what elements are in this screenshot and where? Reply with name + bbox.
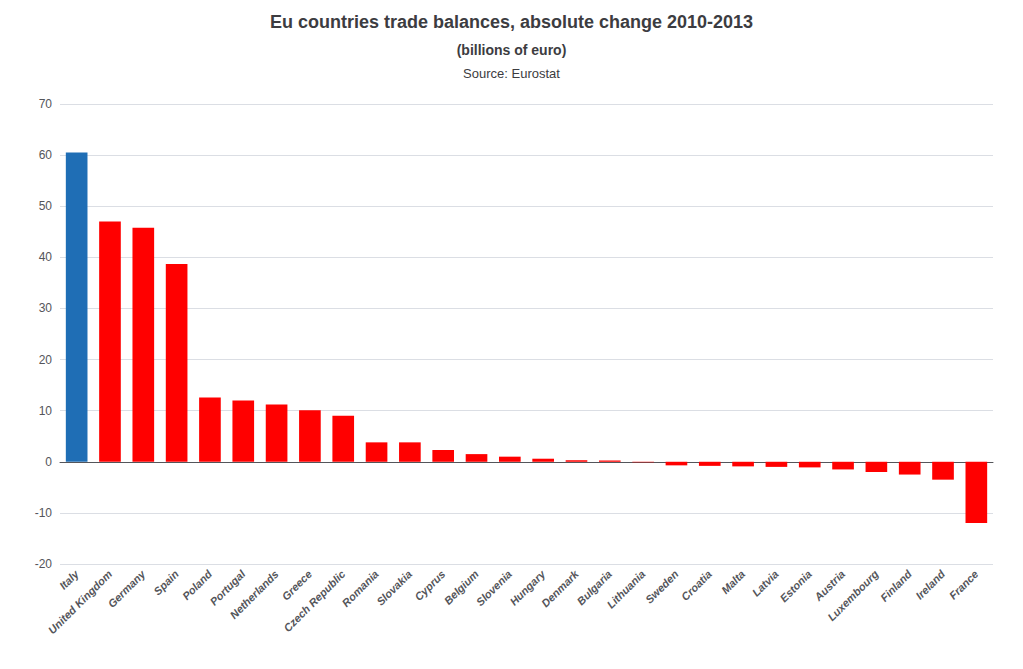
svg-text:0: 0 [45, 455, 52, 469]
svg-text:70: 70 [39, 97, 53, 111]
svg-text:United Kingdom: United Kingdom [46, 568, 115, 637]
svg-text:Romania: Romania [340, 568, 381, 609]
svg-text:Eu countries trade balances, a: Eu countries trade balances, absolute ch… [270, 12, 753, 32]
svg-text:France: France [947, 568, 981, 602]
svg-text:40: 40 [39, 250, 53, 264]
svg-text:Slovakia: Slovakia [374, 568, 414, 608]
svg-text:10: 10 [39, 404, 53, 418]
svg-text:Finland: Finland [878, 568, 914, 604]
svg-text:60: 60 [39, 148, 53, 162]
svg-text:Luxembourg: Luxembourg [825, 568, 881, 624]
svg-text:50: 50 [39, 199, 53, 213]
svg-text:Malta: Malta [719, 568, 747, 596]
svg-text:Estonia: Estonia [777, 568, 814, 605]
svg-text:-10: -10 [35, 506, 53, 520]
svg-text:Belgium: Belgium [441, 567, 481, 607]
svg-text:Sweden: Sweden [643, 568, 681, 606]
svg-text:20: 20 [39, 353, 53, 367]
svg-text:Ireland: Ireland [913, 568, 947, 602]
svg-text:Source: Eurostat: Source: Eurostat [463, 66, 560, 81]
svg-text:Austria: Austria [812, 567, 848, 603]
svg-text:(billions of euro): (billions of euro) [457, 42, 567, 58]
svg-text:Greece: Greece [279, 567, 315, 603]
svg-text:Lithuania: Lithuania [604, 568, 647, 611]
svg-text:Cyprus: Cyprus [412, 567, 448, 603]
svg-text:Italy: Italy [57, 567, 82, 592]
svg-text:Germany: Germany [105, 567, 148, 610]
svg-text:Latvia: Latvia [750, 568, 781, 599]
svg-text:-20: -20 [35, 557, 53, 571]
svg-text:Portugal: Portugal [207, 567, 248, 608]
svg-text:Bulgaria: Bulgaria [574, 567, 614, 608]
svg-text:30: 30 [39, 301, 53, 315]
svg-text:Slovenia: Slovenia [474, 568, 514, 608]
svg-text:Denmark: Denmark [539, 567, 581, 609]
svg-text:Czech Republic: Czech Republic [281, 568, 347, 634]
svg-text:Hungary: Hungary [507, 567, 548, 608]
svg-text:Croatia: Croatia [679, 568, 714, 603]
svg-text:Spain: Spain [151, 568, 181, 598]
svg-text:Poland: Poland [179, 567, 215, 603]
svg-text:Netherlands: Netherlands [227, 568, 280, 621]
